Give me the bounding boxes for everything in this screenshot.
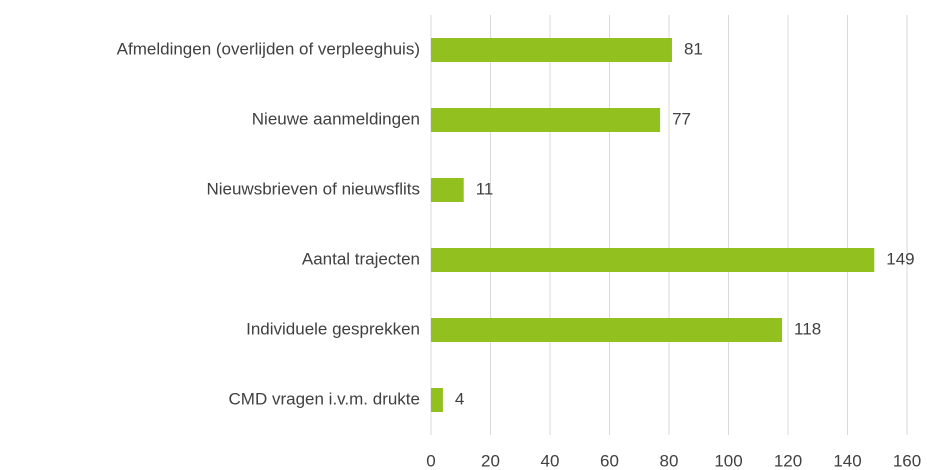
- x-tick-label: 60: [600, 451, 619, 470]
- bar: [431, 388, 443, 412]
- x-tick-label: 80: [660, 451, 679, 470]
- x-tick-label: 20: [481, 451, 500, 470]
- bar: [431, 108, 661, 132]
- x-tick-label: 0: [426, 451, 435, 470]
- x-tick-label: 140: [833, 451, 861, 470]
- x-tick-label: 120: [774, 451, 802, 470]
- value-label: 4: [455, 389, 464, 408]
- y-tick-label: Afmeldingen (overlijden of verpleeghuis): [117, 39, 420, 58]
- bar: [431, 318, 783, 342]
- x-tick-label: 40: [541, 451, 560, 470]
- y-tick-label: Individuele gesprekken: [246, 319, 420, 338]
- x-tick-label: 160: [893, 451, 921, 470]
- value-label: 149: [886, 249, 914, 268]
- value-label: 81: [684, 39, 703, 58]
- y-tick-label: Nieuwe aanmeldingen: [252, 109, 420, 128]
- y-tick-label: Aantal trajecten: [302, 249, 420, 268]
- y-tick-label: CMD vragen i.v.m. drukte: [229, 389, 420, 408]
- bar: [431, 178, 464, 202]
- value-label: 11: [476, 179, 494, 198]
- x-tick-label: 100: [714, 451, 742, 470]
- bar: [431, 38, 672, 62]
- value-label: 118: [794, 319, 821, 338]
- bar: [431, 248, 875, 272]
- value-label: 77: [672, 109, 691, 128]
- y-tick-label: Nieuwsbrieven of nieuwsflits: [206, 179, 420, 198]
